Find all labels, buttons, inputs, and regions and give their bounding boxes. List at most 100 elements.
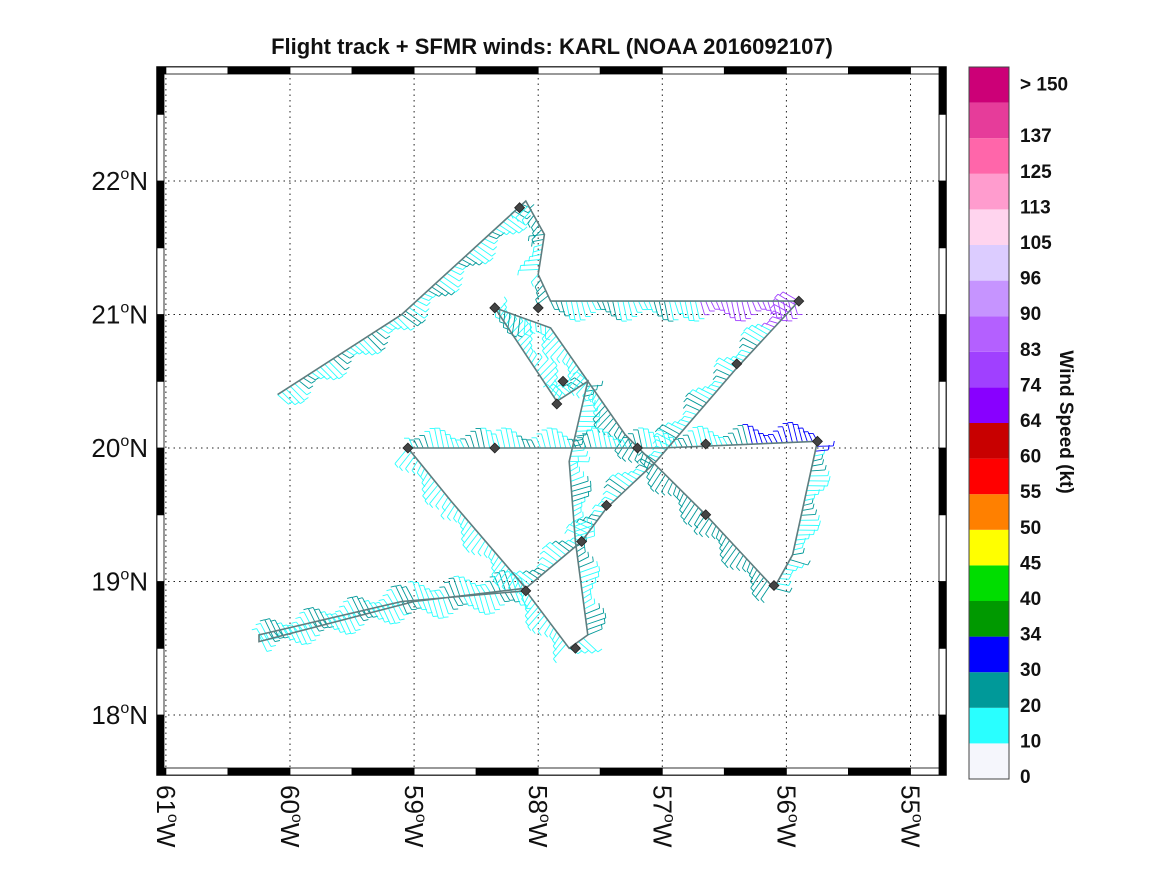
wind-barb [494,593,501,606]
wind-barb-flag [832,440,835,446]
colorbar-title: Wind Speed (kt) [1055,350,1076,493]
colorbar-tick-label: 90 [1020,304,1041,325]
wind-barb-flag [345,632,351,635]
frame-segment [938,113,947,182]
wind-barb-flag [689,389,694,394]
wind-barb [561,431,567,449]
wind-barb [345,350,355,356]
wind-barb-flag [385,335,391,340]
colorbar-swatch [969,494,1009,530]
wind-barb [556,428,562,449]
wind-barb [710,384,721,388]
wind-barb [421,599,428,614]
wind-barb [606,490,619,498]
wind-barb-flag [711,534,716,540]
wind-barb [510,214,526,226]
wind-barb [545,370,559,385]
wind-barb [541,327,551,339]
wind-barb [556,348,566,360]
wind-barb-flag [667,492,672,497]
wind-barb [444,430,450,449]
wind-barb [441,497,449,508]
wind-barb [593,397,600,407]
latitude-tick-label: 20oN [91,433,148,463]
wind-barb-flag [489,257,494,262]
wind-barb [418,438,424,449]
wind-barb [337,616,347,635]
wind-barb-flag [597,648,603,653]
wind-barb-flag [259,619,265,622]
longitude-tick-label: 58oW [523,785,553,848]
wind-barb [463,576,471,595]
wind-barb [680,499,692,517]
wind-barb-flag [705,533,710,539]
wind-barb [645,459,652,471]
wind-barb [738,353,748,358]
latitude-labels: 18oN 19oN 20oN 21oN 22oN [91,166,148,730]
wind-barb [698,387,714,396]
wind-barb-flag [380,347,386,351]
wind-barb [672,437,678,448]
colorbar-swatch [969,636,1009,673]
wind-barb [521,210,532,221]
wind-barb [461,259,474,266]
wind-barb [392,319,405,331]
wind-barb-flag [592,394,595,400]
wind-barb [450,269,461,276]
wind-barb-flag [634,459,639,464]
frame-segment [723,66,787,75]
colorbar-swatch [969,458,1009,495]
frame-segment [938,514,947,582]
wind-barb-flag [817,515,820,521]
wind-barb-flag [279,636,285,639]
dropsonde-marker [514,202,526,214]
wind-barb-flag [558,388,563,394]
wind-barb-flag [399,618,405,621]
wind-barb-flag [755,596,760,602]
colorbar-tick-label: 10 [1020,731,1041,752]
wind-barb-flag [294,401,300,406]
wind-barb-flag [549,635,553,641]
dropsonde-marker [793,295,805,307]
dropsonde-marker [532,302,544,314]
wind-barb [682,438,688,448]
wind-barb-flag [421,319,426,324]
wind-barb [514,591,522,606]
wind-barb [458,575,466,596]
wind-barb [498,572,506,591]
wind-barb [508,576,516,589]
wind-barb-flag [828,476,831,482]
latitude-tick-label: 18oN [91,700,148,730]
wind-barb-flag [743,327,748,332]
wind-barb-flag [443,581,449,584]
wind-barb [388,322,399,330]
wind-barb [729,551,741,567]
wind-barb [352,612,360,626]
colorbar-tick-label: 34 [1020,625,1042,646]
wind-barb [350,347,360,355]
wind-barb-flag [576,393,580,399]
wind-barb-flag [788,574,792,580]
wind-barb [715,529,720,538]
wind-barb [465,255,480,266]
longitude-tick-label: 60oW [275,785,305,848]
wind-barb [525,439,531,449]
wind-barb-flag [680,515,685,521]
wind-barb [679,300,685,318]
wind-barb-flag [683,397,688,403]
wind-barb [524,598,533,610]
wind-barb [578,641,593,654]
wind-barb [716,369,731,377]
wind-barb [551,428,557,449]
wind-barb [527,611,542,627]
wind-barb-flag [533,350,537,356]
wind-barb [347,600,357,617]
wind-barb [524,258,541,262]
wind-barb [531,219,537,228]
frame-segment [537,767,601,776]
wind-barb [705,521,713,535]
frame-segment [848,66,911,75]
wind-barb [500,307,507,317]
wind-barb [367,336,382,351]
wind-barb [746,300,752,315]
